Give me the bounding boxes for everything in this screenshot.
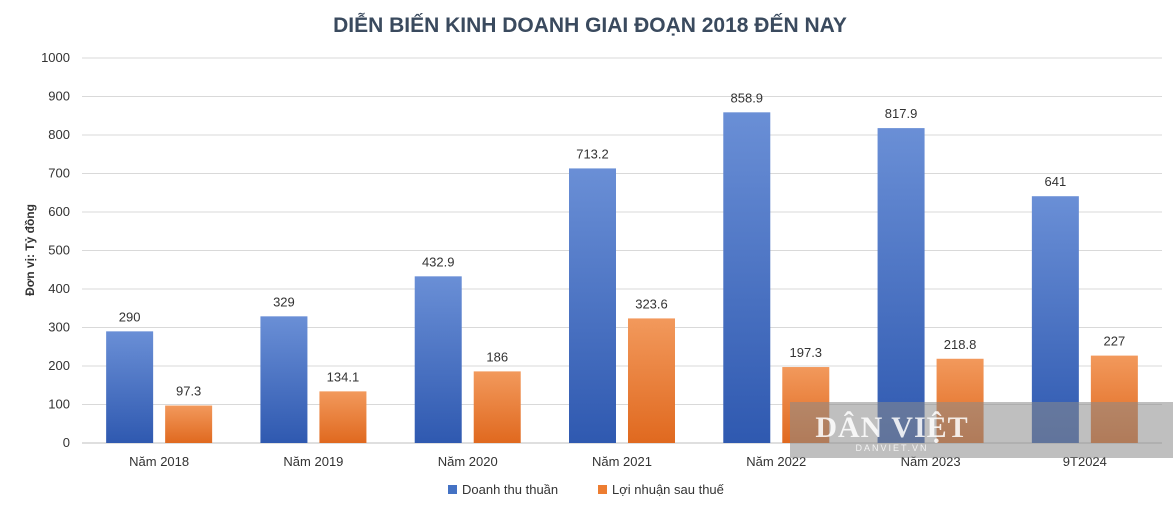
x-tick-label: Năm 2021 bbox=[592, 454, 652, 469]
x-tick-label: Năm 2020 bbox=[438, 454, 498, 469]
data-label: 641 bbox=[1045, 174, 1067, 189]
bar-revenue bbox=[877, 128, 925, 443]
data-label: 218.8 bbox=[944, 337, 977, 352]
watermark: DÂN VIỆT DANVIET.VN bbox=[790, 402, 1173, 458]
watermark-logo-subtext: DANVIET.VN bbox=[855, 443, 928, 453]
data-label: 713.2 bbox=[576, 146, 609, 161]
bar-revenue bbox=[260, 316, 308, 443]
data-label: 290 bbox=[119, 309, 141, 324]
watermark-background bbox=[790, 402, 1173, 458]
chart-title: DIỄN BIẾN KINH DOANH GIAI ĐOẠN 2018 ĐẾN … bbox=[333, 14, 847, 37]
y-tick-label: 800 bbox=[48, 127, 70, 142]
x-tick-label: Năm 2018 bbox=[129, 454, 189, 469]
y-tick-label: 700 bbox=[48, 166, 70, 181]
data-label: 323.6 bbox=[635, 296, 668, 311]
legend-swatch bbox=[448, 485, 457, 494]
bar-revenue bbox=[723, 112, 771, 444]
legend: Doanh thu thuần Lợi nhuận sau thuế bbox=[448, 482, 725, 497]
data-label: 858.9 bbox=[731, 90, 764, 105]
bar-profit bbox=[165, 405, 213, 443]
data-label: 186 bbox=[486, 349, 508, 364]
watermark-logo-text: DÂN VIỆT bbox=[815, 411, 968, 444]
data-label: 329 bbox=[273, 294, 295, 309]
y-tick-label: 0 bbox=[63, 435, 70, 450]
bar-revenue bbox=[569, 168, 616, 443]
bar-revenue bbox=[1031, 196, 1079, 443]
y-tick-label: 900 bbox=[48, 89, 70, 104]
data-label: 432.9 bbox=[422, 254, 455, 269]
x-tick-label: Năm 2019 bbox=[283, 454, 343, 469]
bar-profit bbox=[473, 371, 521, 443]
y-axis-label: Đơn vị: Tỷ đồng bbox=[23, 204, 37, 296]
bar-revenue bbox=[106, 331, 154, 443]
y-tick-label: 200 bbox=[48, 358, 70, 373]
legend-swatch bbox=[598, 485, 607, 494]
bar-revenue bbox=[414, 276, 462, 443]
data-label: 134.1 bbox=[327, 369, 360, 384]
bar-profit bbox=[628, 318, 675, 443]
legend-label: Doanh thu thuần bbox=[462, 482, 558, 497]
legend-label: Lợi nhuận sau thuế bbox=[612, 482, 725, 497]
data-label: 817.9 bbox=[885, 106, 918, 121]
gridlines bbox=[82, 57, 1162, 444]
y-tick-label: 500 bbox=[48, 243, 70, 258]
y-tick-label: 1000 bbox=[41, 50, 70, 65]
y-axis-ticks: 0 100 200 300 400 500 600 700 800 900 1000 bbox=[41, 50, 70, 450]
data-label: 197.3 bbox=[790, 345, 823, 360]
data-label: 227 bbox=[1104, 334, 1126, 349]
bar-profit bbox=[319, 391, 367, 443]
data-labels: 290 97.3 329 134.1 432.9 186 713.2 323.6 858.9 19… bbox=[119, 90, 1125, 398]
bars bbox=[106, 112, 1138, 444]
y-tick-label: 400 bbox=[48, 281, 70, 296]
y-tick-label: 300 bbox=[48, 320, 70, 335]
data-label: 97.3 bbox=[176, 384, 201, 399]
y-tick-label: 100 bbox=[48, 397, 70, 412]
y-tick-label: 600 bbox=[48, 204, 70, 219]
